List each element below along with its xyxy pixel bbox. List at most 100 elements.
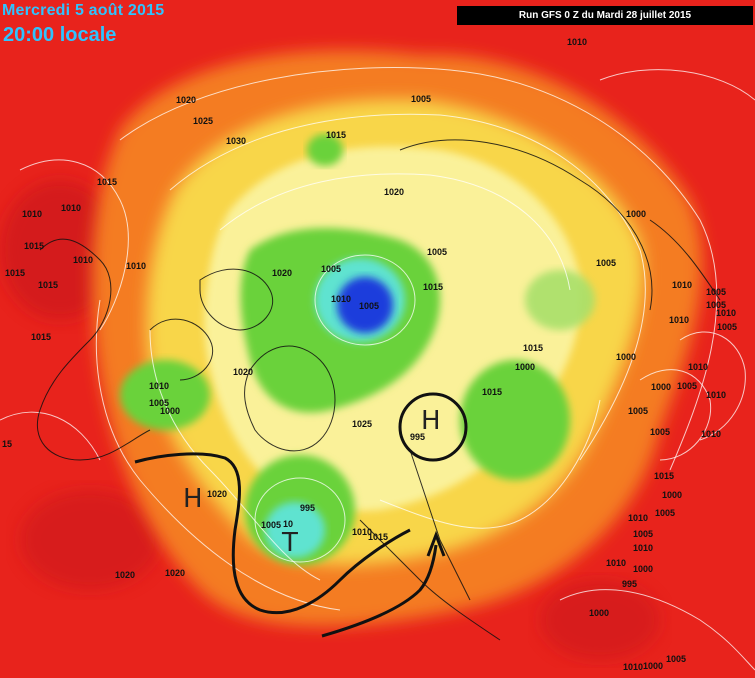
isobar-label: 1005 xyxy=(359,301,380,311)
isobar-label: 1015 xyxy=(368,532,389,542)
ridge-annotation-line xyxy=(134,452,411,615)
isobar-label: 1005 xyxy=(706,300,727,310)
isobar-6 xyxy=(379,399,601,529)
isobar-label: 1010 xyxy=(633,543,654,553)
isobar-label: 1010 xyxy=(623,662,644,672)
coast-north-america xyxy=(36,238,151,461)
isobar-label: 1005 xyxy=(261,520,282,530)
isobar-label: 1005 xyxy=(628,406,649,416)
isobar-label: 1005 xyxy=(149,398,170,408)
isobar-label: 1020 xyxy=(272,268,293,278)
isobar-label: 1005 xyxy=(633,529,654,539)
isobar-label: 1000 xyxy=(651,382,672,392)
isobar-8 xyxy=(679,331,746,441)
cyan-zone-south xyxy=(265,502,325,558)
isobar-1 xyxy=(119,67,718,471)
isobar-label: 1000 xyxy=(589,608,610,618)
isobar-label: 1000 xyxy=(160,406,181,416)
isobar-label: 1025 xyxy=(193,116,214,126)
coast-siberia xyxy=(399,139,653,311)
isobar-label: 1005 xyxy=(677,381,698,391)
dark-red-patch-south xyxy=(540,580,660,660)
coast-greenland xyxy=(244,345,336,452)
isobar-label: 1015 xyxy=(97,177,118,187)
isobar-label: 1005 xyxy=(596,258,617,268)
jet-arrow-head xyxy=(426,530,446,557)
isobar-label: 1030 xyxy=(226,136,247,146)
isobar-label: 1010 xyxy=(669,315,690,325)
isobar-label: 1010 xyxy=(331,294,352,304)
high-marker-left: H xyxy=(183,484,203,514)
isobar-5 xyxy=(149,329,321,581)
isobar-label: 995 xyxy=(410,432,426,442)
isobars xyxy=(0,67,755,671)
isobar-label: 1020 xyxy=(176,95,197,105)
isobar-label: 1015 xyxy=(38,280,59,290)
light-green-east xyxy=(525,270,595,330)
isobar-7 xyxy=(639,369,712,461)
isobar-label: 1005 xyxy=(706,287,727,297)
high-marker-circle: H xyxy=(421,406,441,436)
low-marker: T xyxy=(282,528,298,558)
isobar-label: 1005 xyxy=(666,654,687,664)
coast-scandinavia xyxy=(409,449,471,601)
isobar-label: 1020 xyxy=(165,568,186,578)
coast-asia-east xyxy=(649,219,721,301)
green-zone-north xyxy=(307,134,343,166)
isobar-label: 1000 xyxy=(626,209,647,219)
isobar-low-ring-2 xyxy=(254,477,346,563)
isobar-label: 1010 xyxy=(149,381,170,391)
isobar-label: 1015 xyxy=(423,282,444,292)
isobar-label: 1010 xyxy=(701,429,722,439)
coast-canada-islands xyxy=(199,268,274,331)
green-zone-left xyxy=(120,360,210,430)
isobar-label: 1010 xyxy=(706,390,727,400)
isobar-label: 1005 xyxy=(427,247,448,257)
isobar-label: 1000 xyxy=(643,661,664,671)
isobar-label: 995 xyxy=(622,579,638,589)
isobar-label: 1015 xyxy=(326,130,347,140)
isobar-label: 1010 xyxy=(672,280,693,290)
isobar-label: 1010 xyxy=(688,362,709,372)
isobar-label: 1015 xyxy=(31,332,52,342)
coast-hudson xyxy=(149,318,214,381)
isobar-label: 15 xyxy=(2,439,13,449)
jet-arrow-line xyxy=(321,544,438,638)
isobar-11 xyxy=(559,589,755,671)
isobar-label: 1000 xyxy=(633,564,654,574)
dark-red-patch-west xyxy=(0,180,120,320)
isobar-label: 995 xyxy=(300,503,316,513)
isobar-label: 1010 xyxy=(61,203,82,213)
isobar-label: 1020 xyxy=(207,489,228,499)
isobar-label: 1015 xyxy=(523,343,544,353)
isobar-label: 1005 xyxy=(717,322,738,332)
isobar-label: 1005 xyxy=(650,427,671,437)
isobar-label: 1020 xyxy=(115,570,136,580)
isobar-2 xyxy=(169,113,646,461)
isobar-3 xyxy=(219,173,571,291)
isobar-label: 1000 xyxy=(515,362,536,372)
isobar-label: 1015 xyxy=(482,387,503,397)
isobar-10 xyxy=(0,411,101,461)
isobar-label: 1020 xyxy=(384,187,405,197)
isobar-label: 1015 xyxy=(654,471,675,481)
forecast-time: 20:00 locale xyxy=(3,24,117,46)
isobar-label: 1010 xyxy=(352,527,373,537)
isobar-label: 1025 xyxy=(352,419,373,429)
isobar-label: 1010 xyxy=(126,261,147,271)
model-run-label: Run GFS 0 Z du Mardi 28 juillet 2015 xyxy=(457,6,753,25)
isobar-label: 1000 xyxy=(662,490,683,500)
isobar-low-ring xyxy=(314,254,416,346)
isobar-label: 1015 xyxy=(5,268,26,278)
coastlines xyxy=(36,139,721,641)
coast-europe xyxy=(359,519,501,641)
blue-low-core xyxy=(337,277,393,333)
isobar-label: 1010 xyxy=(606,558,627,568)
isobar-label: 1015 xyxy=(24,241,45,251)
high-circle xyxy=(398,392,468,462)
isobar-label: 1010 xyxy=(716,308,737,318)
dark-red-patch-southwest xyxy=(20,490,160,590)
green-zone-east xyxy=(460,360,570,480)
isobar-12 xyxy=(599,69,755,101)
